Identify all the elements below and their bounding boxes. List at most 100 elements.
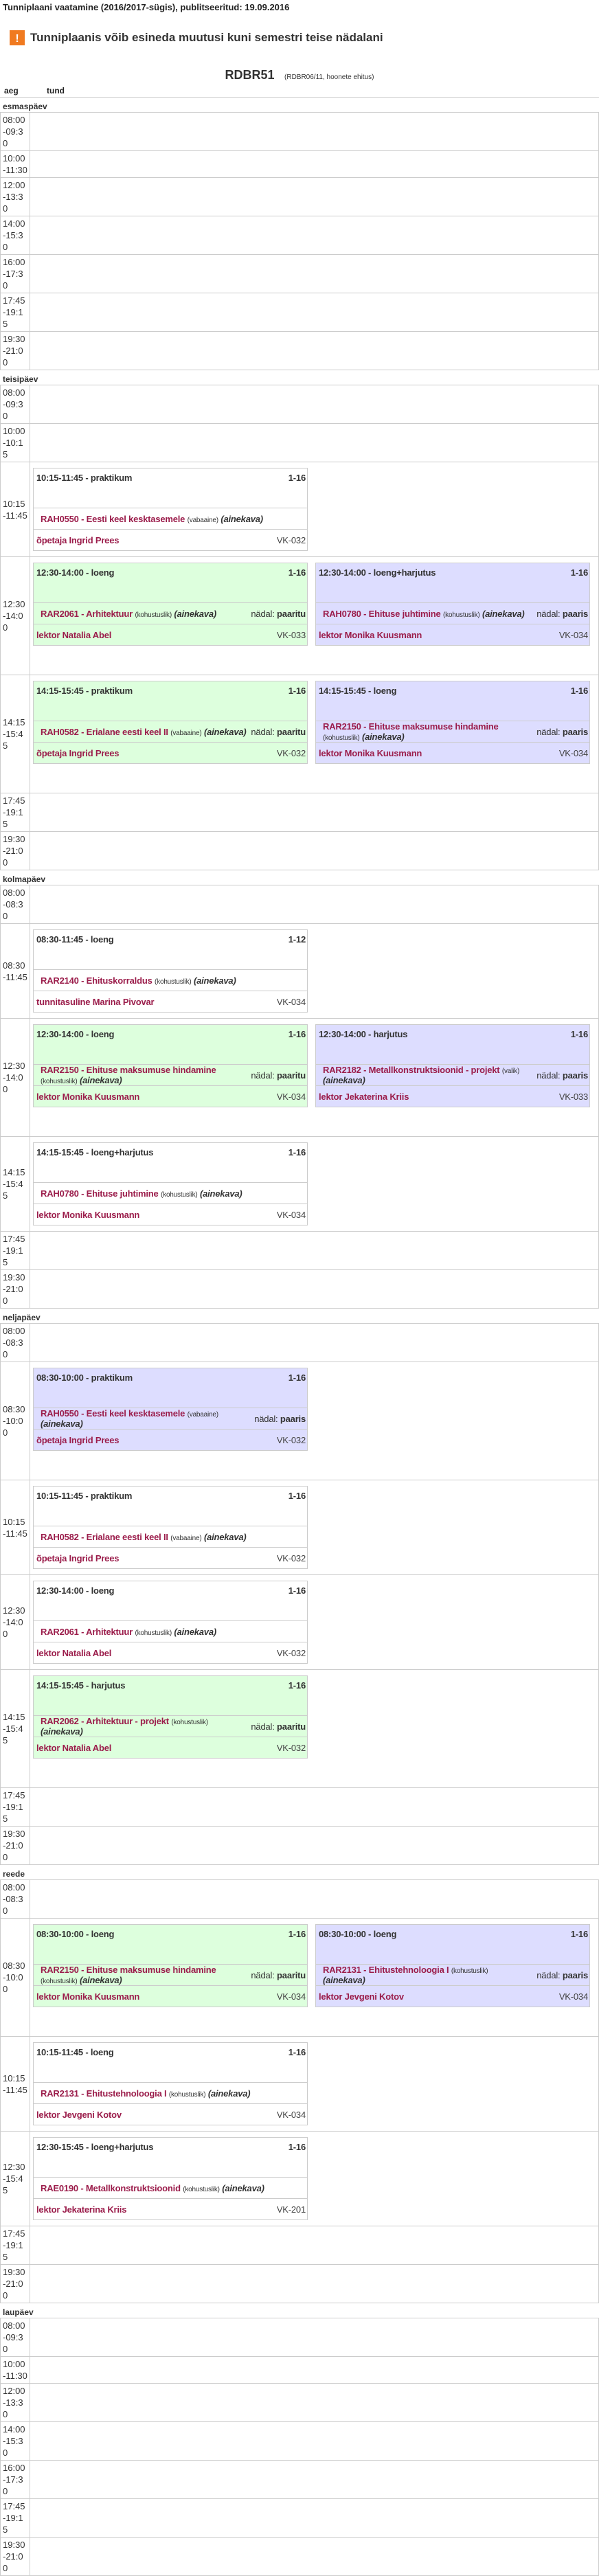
teacher-link[interactable]: lektor Jekaterina Kriis bbox=[319, 1091, 409, 1102]
course-link[interactable]: RAR2062 - Arhitektuur - projekt bbox=[41, 1716, 169, 1726]
teacher-link[interactable]: lektor Jevgeni Kotov bbox=[36, 2109, 122, 2120]
slot-body: 10:15-11:45 - praktikum 1-16 RAH0582 - Eri… bbox=[30, 1480, 598, 1574]
teacher-link[interactable]: tunnitasuline Marina Pivovar bbox=[36, 996, 155, 1007]
lesson-card: 10:15-11:45 - praktikum 1-16 RAH0582 - Eri… bbox=[33, 1486, 308, 1569]
ainekava-link[interactable]: (ainekava) bbox=[323, 1075, 365, 1085]
slot-time: 10:15-11:45 bbox=[1, 2037, 30, 2131]
day-label: reede bbox=[0, 1865, 599, 1880]
week-parity-value: paaris bbox=[562, 608, 588, 619]
teacher-link[interactable]: lektor Monika Kuusmann bbox=[319, 747, 422, 758]
slot-time: 19:30-21:00 bbox=[1, 332, 30, 370]
teacher-link[interactable]: lektor Monika Kuusmann bbox=[319, 629, 422, 640]
lesson-time: 14:15-15:45 bbox=[36, 1680, 84, 1691]
lesson-time: 12:30-14:00 bbox=[319, 1029, 366, 1039]
course-link[interactable]: RAR2131 - Ehitustehnoloogia I bbox=[323, 1965, 449, 1975]
teacher-link[interactable]: õpetaja Ingrid Prees bbox=[36, 1552, 120, 1563]
lesson-teacher-row: õpetaja Ingrid Prees VK-032 bbox=[34, 1429, 307, 1450]
teacher-link[interactable]: lektor Jevgeni Kotov bbox=[319, 1991, 404, 2002]
ainekava-link[interactable]: (ainekava) bbox=[174, 1626, 216, 1637]
week-parity-value: paaritu bbox=[277, 1969, 306, 1980]
lesson-type: harjutus bbox=[91, 1680, 126, 1691]
slot-time: 17:45-19:15 bbox=[1, 793, 30, 831]
teacher-link[interactable]: õpetaja Ingrid Prees bbox=[36, 534, 120, 545]
teacher-link[interactable]: lektor Natalia Abel bbox=[36, 1647, 112, 1658]
time-slot-row: 10:00-10:15 bbox=[0, 424, 599, 462]
lesson-course-row: RAH0780 - Ehituse juhtimine (kohustuslik… bbox=[316, 602, 589, 624]
course-link[interactable]: RAH0550 - Eesti keel kesktasemele bbox=[41, 1408, 185, 1419]
lesson-course-row: RAH0550 - Eesti keel kesktasemele (vabaa… bbox=[34, 508, 307, 529]
slot-body: 14:15-15:45 - praktikum 1-16 RAH0582 - Eri… bbox=[30, 675, 598, 793]
course-link[interactable]: RAR2182 - Metallkonstruktsioonid - proje… bbox=[323, 1065, 500, 1075]
lesson-weeks: 1-12 bbox=[288, 934, 306, 945]
slot-time: 17:45-19:15 bbox=[1, 293, 30, 331]
course-link[interactable]: RAR2140 - Ehituskorraldus bbox=[41, 975, 152, 986]
course-link[interactable]: RAH0780 - Ehituse juhtimine bbox=[323, 608, 441, 619]
ainekava-link[interactable]: (ainekava) bbox=[222, 2182, 264, 2193]
course-link[interactable]: RAR2061 - Arhitektuur bbox=[41, 608, 133, 619]
teacher-link[interactable]: lektor Natalia Abel bbox=[36, 1742, 112, 1753]
lesson-teacher-row: lektor Jevgeni Kotov VK-034 bbox=[316, 1985, 589, 2007]
lesson-time: 08:30-10:00 bbox=[36, 1929, 84, 1939]
lesson-header: 14:15-15:45 - loeng 1-16 bbox=[316, 681, 589, 721]
lesson-time: 12:30-14:00 bbox=[36, 1029, 84, 1039]
slot-time: 12:30-15:45 bbox=[1, 2132, 30, 2226]
lesson-course-row: RAR2150 - Ehituse maksumuse hindamine (k… bbox=[316, 721, 589, 742]
course-link[interactable]: RAH0780 - Ehituse juhtimine bbox=[41, 1188, 159, 1199]
lesson-header: 12:30-14:00 - harjutus 1-16 bbox=[316, 1025, 589, 1064]
lesson-type: praktikum bbox=[91, 1372, 133, 1383]
course-link[interactable]: RAH0582 - Erialane eesti keel II bbox=[41, 1531, 168, 1542]
course-link[interactable]: RAE0190 - Metallkonstruktsioonid bbox=[41, 2182, 181, 2193]
teacher-link[interactable]: õpetaja Ingrid Prees bbox=[36, 747, 120, 758]
ainekava-link[interactable]: (ainekava) bbox=[79, 1975, 122, 1985]
ainekava-link[interactable]: (ainekava) bbox=[207, 2088, 251, 2099]
teacher-link[interactable]: lektor Monika Kuusmann bbox=[36, 1091, 140, 1102]
time-slot-row: 08:00-08:30 bbox=[0, 1880, 599, 1919]
ainekava-link[interactable]: (ainekava) bbox=[323, 1975, 365, 1985]
course-kind: (kohustuslik) bbox=[41, 1078, 78, 1085]
week-parity-label: nädal: bbox=[536, 608, 561, 619]
room: VK-034 bbox=[558, 1991, 588, 2002]
time-slot-row: 19:30-21:00 bbox=[0, 1827, 599, 1865]
ainekava-link[interactable]: (ainekava) bbox=[41, 1726, 83, 1737]
lesson-header: 10:15-11:45 - praktikum 1-16 bbox=[34, 1487, 307, 1526]
course-kind: (kohustuslik) bbox=[451, 1967, 488, 1975]
ainekava-link[interactable]: (ainekava) bbox=[361, 732, 405, 742]
ainekava-link[interactable]: (ainekava) bbox=[482, 608, 525, 619]
lesson-header: 12:30-14:00 - loeng 1-16 bbox=[34, 1025, 307, 1064]
week-parity: nädal: paaris bbox=[254, 1414, 306, 1424]
lesson-course-info: RAH0582 - Erialane eesti keel II (vabaai… bbox=[41, 727, 247, 737]
course-link[interactable]: RAH0550 - Eesti keel kesktasemele bbox=[41, 513, 185, 524]
ainekava-link[interactable]: (ainekava) bbox=[221, 513, 263, 524]
exclamation-icon: ! bbox=[10, 30, 25, 45]
slot-time: 08:30-10:00 bbox=[1, 1919, 30, 2036]
course-link[interactable]: RAH0582 - Erialane eesti keel II bbox=[41, 726, 168, 737]
slot-time: 14:00-15:30 bbox=[1, 2422, 30, 2460]
course-kind: (kohustuslik) bbox=[443, 611, 480, 619]
teacher-link[interactable]: lektor Monika Kuusmann bbox=[36, 1991, 140, 2002]
ainekava-link[interactable]: (ainekava) bbox=[41, 1419, 83, 1429]
teacher-link[interactable]: lektor Monika Kuusmann bbox=[36, 1209, 140, 1220]
ainekava-link[interactable]: (ainekava) bbox=[199, 1188, 242, 1199]
ainekava-link[interactable]: (ainekava) bbox=[79, 1075, 122, 1085]
lesson-time-type: 14:15-15:45 - praktikum bbox=[36, 686, 133, 696]
slot-time: 17:45-19:15 bbox=[1, 1232, 30, 1269]
course-link[interactable]: RAR2061 - Arhitektuur bbox=[41, 1626, 133, 1637]
course-link[interactable]: RAR2150 - Ehituse maksumuse hindamine bbox=[323, 721, 499, 732]
ainekava-link[interactable]: (ainekava) bbox=[203, 1531, 247, 1542]
slot-time: 19:30-21:00 bbox=[1, 2538, 30, 2575]
ainekava-link[interactable]: (ainekava) bbox=[203, 726, 247, 737]
ainekava-link[interactable]: (ainekava) bbox=[174, 608, 216, 619]
lesson-header: 10:15-11:45 - loeng 1-16 bbox=[34, 2043, 307, 2082]
ainekava-link[interactable]: (ainekava) bbox=[193, 975, 236, 986]
course-link[interactable]: RAR2150 - Ehituse maksumuse hindamine bbox=[41, 1065, 216, 1075]
time-slot-row: 10:00-11:30 bbox=[0, 2357, 599, 2384]
course-link[interactable]: RAR2131 - Ehitustehnoloogia I bbox=[41, 2088, 167, 2099]
time-slot-row: 12:00-13:30 bbox=[0, 2384, 599, 2422]
time-slot-row: 19:30-21:00 bbox=[0, 2538, 599, 2576]
teacher-link[interactable]: lektor Jekaterina Kriis bbox=[36, 2204, 127, 2215]
day-label: neljapäev bbox=[0, 1309, 599, 1324]
course-link[interactable]: RAR2150 - Ehituse maksumuse hindamine bbox=[41, 1965, 216, 1975]
time-slot-row: 12:30-14:00 12:30-14:00 - loeng 1-16 RAR206… bbox=[0, 1575, 599, 1670]
teacher-link[interactable]: õpetaja Ingrid Prees bbox=[36, 1434, 120, 1445]
teacher-link[interactable]: lektor Natalia Abel bbox=[36, 629, 112, 640]
